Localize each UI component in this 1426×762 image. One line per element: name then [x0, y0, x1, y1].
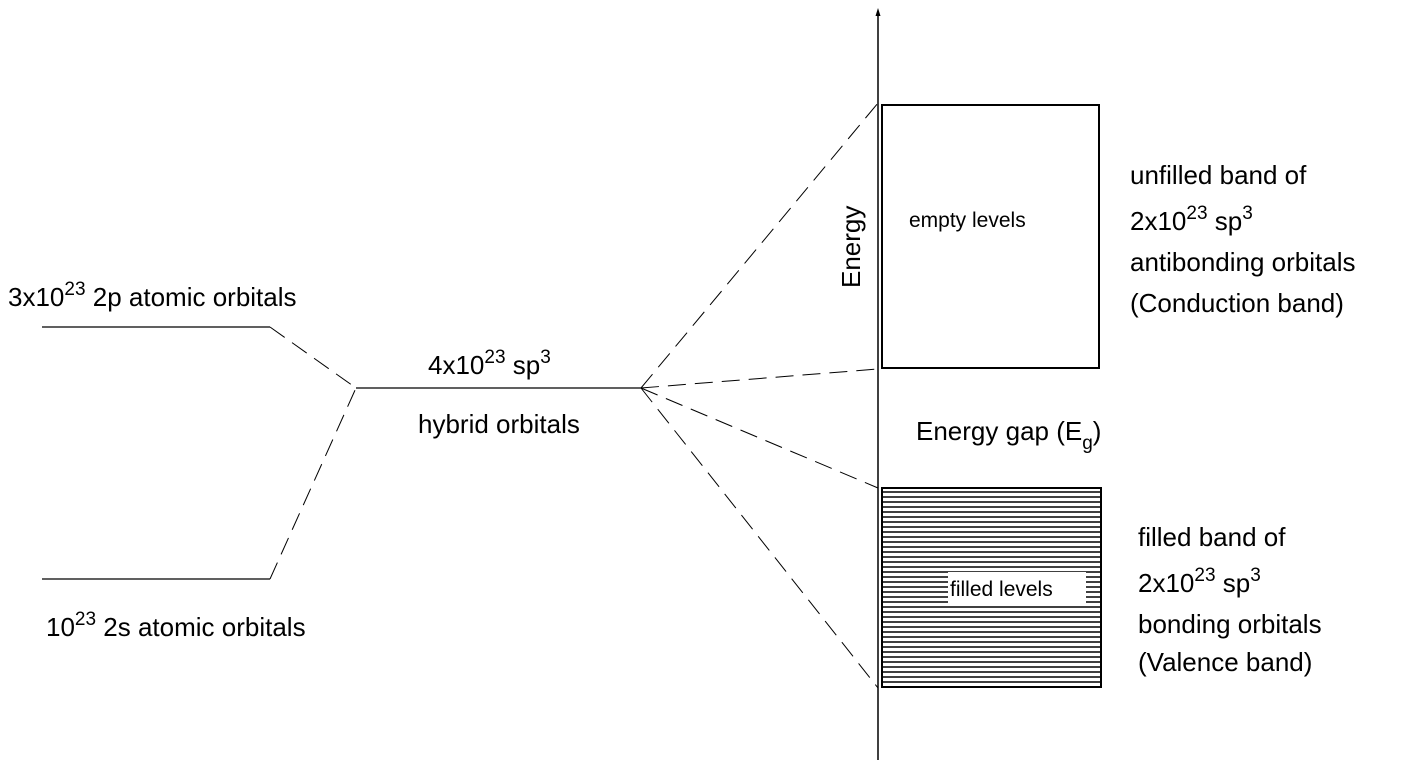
valence-desc-line3: bonding orbitals: [1138, 609, 1322, 639]
energy-gap-label: Energy gap (Eg): [916, 416, 1101, 454]
label-2p: 3x1023 2p atomic orbitals: [8, 279, 297, 312]
empty-levels-label: empty levels: [909, 209, 1026, 232]
conduction-desc-line2: 2x1023 sp3: [1130, 203, 1253, 236]
connector-to-conduction-top: [640, 102, 879, 389]
connector-2s-hybrid: [269, 387, 357, 580]
connector-to-valence-top: [640, 387, 879, 489]
conduction-band-box: [881, 104, 1100, 369]
filled-levels-label: filled levels: [950, 578, 1053, 601]
conduction-desc-line3: antibonding orbitals: [1130, 247, 1356, 277]
connector-to-valence-bottom: [640, 387, 879, 689]
valence-desc-line4: (Valence band): [1138, 647, 1312, 677]
connector-to-conduction-bottom: [640, 368, 879, 389]
conduction-desc-line4: (Conduction band): [1130, 288, 1344, 318]
connector-2p-hybrid: [269, 326, 357, 389]
valence-filled-lines: [883, 491, 1100, 683]
label-sp3-line2: hybrid orbitals: [418, 409, 580, 439]
filled-levels-label-bg: [948, 572, 1086, 605]
valence-desc-line2: 2x1023 sp3: [1138, 565, 1261, 598]
label-sp3-line1: 4x1023 sp3: [428, 347, 551, 380]
valence-desc-line1: filled band of: [1138, 522, 1286, 552]
label-2s: 1023 2s atomic orbitals: [46, 609, 306, 642]
conduction-desc-line1: unfilled band of: [1130, 160, 1307, 190]
energy-axis-label: Energy: [836, 206, 866, 288]
energy-axis-arrowhead: [875, 8, 881, 16]
